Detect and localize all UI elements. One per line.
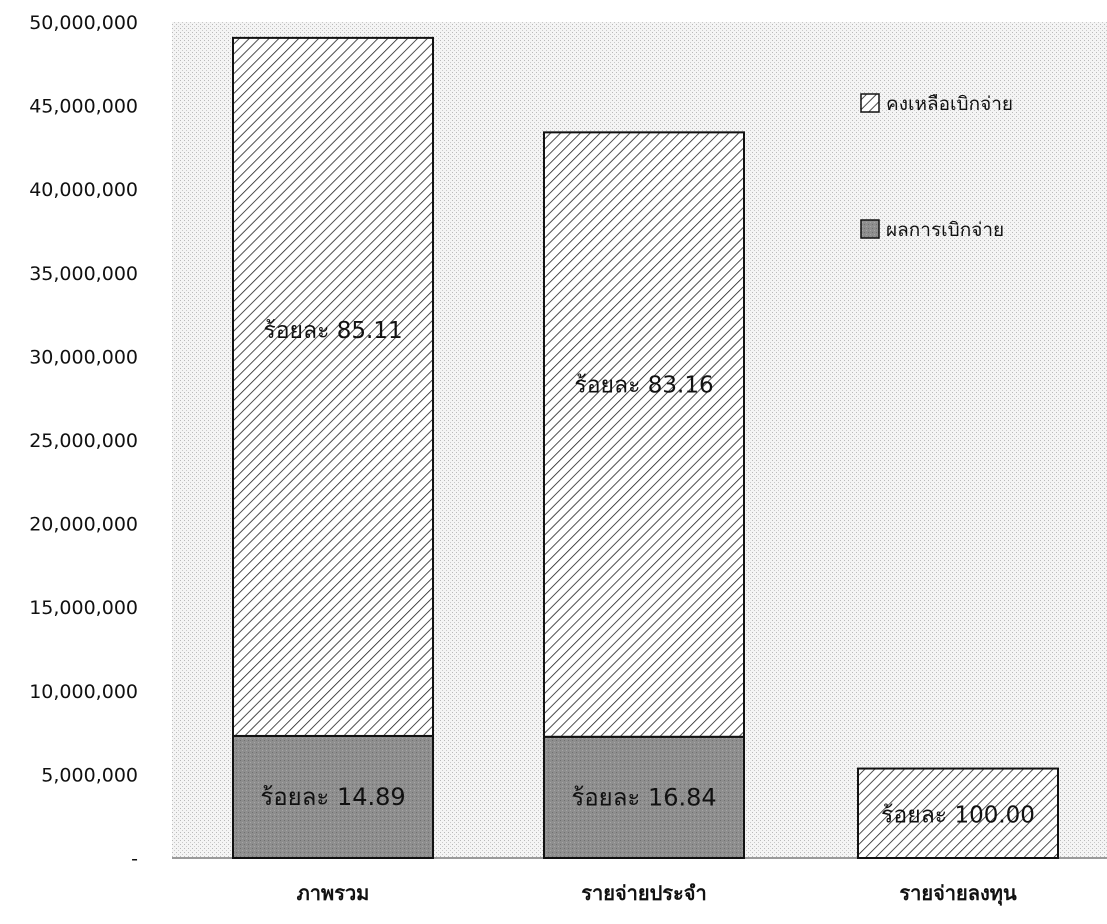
bars — [232, 36, 1059, 860]
y-tick-label: 10,000,000 — [29, 681, 138, 703]
y-tick-label: 30,000,000 — [29, 346, 138, 368]
legend-swatch — [860, 93, 880, 113]
bar-segment — [232, 36, 434, 737]
y-axis: - 5,000,000 10,000,000 15,000,000 20,000,000… — [29, 12, 138, 870]
y-tick-label: 50,000,000 — [29, 12, 138, 34]
bar-segment — [232, 734, 434, 859]
y-tick-label: 35,000,000 — [29, 263, 138, 285]
y-tick-label: 20,000,000 — [29, 514, 138, 536]
bar-segment — [543, 131, 745, 738]
bar-segment — [543, 735, 745, 860]
x-axis: ภาพรวม รายจ่ายประจำ รายจ่ายลงทุน — [297, 881, 1017, 906]
x-tick-label: รายจ่ายลงทุน — [899, 881, 1017, 906]
legend-label: คงเหลือเบิกจ่าย — [886, 93, 1013, 115]
data-label: ร้อยละ 14.89 — [260, 783, 405, 811]
x-tick-label: รายจ่ายประจำ — [581, 881, 707, 905]
y-tick-label: 15,000,000 — [29, 597, 138, 619]
y-tick-label: - — [131, 848, 138, 870]
y-tick-label: 5,000,000 — [41, 764, 138, 786]
x-tick-label: ภาพรวม — [297, 881, 370, 905]
data-label: ร้อยละ 83.16 — [574, 372, 713, 398]
y-tick-label: 45,000,000 — [29, 96, 138, 118]
data-labels: ร้อยละ 14.89 ร้อยละ 85.11 ร้อยละ 16.84 ร้อย… — [260, 318, 1035, 828]
data-label: ร้อยละ 85.11 — [263, 318, 402, 344]
legend-label: ผลการเบิกจ่าย — [886, 219, 1004, 241]
y-tick-label: 40,000,000 — [29, 179, 138, 201]
bar-segment — [857, 767, 1059, 859]
y-tick-label: 25,000,000 — [29, 430, 138, 452]
data-label: ร้อยละ 100.00 — [881, 802, 1035, 828]
data-label: ร้อยละ 16.84 — [571, 783, 716, 811]
legend-swatch — [860, 219, 880, 239]
